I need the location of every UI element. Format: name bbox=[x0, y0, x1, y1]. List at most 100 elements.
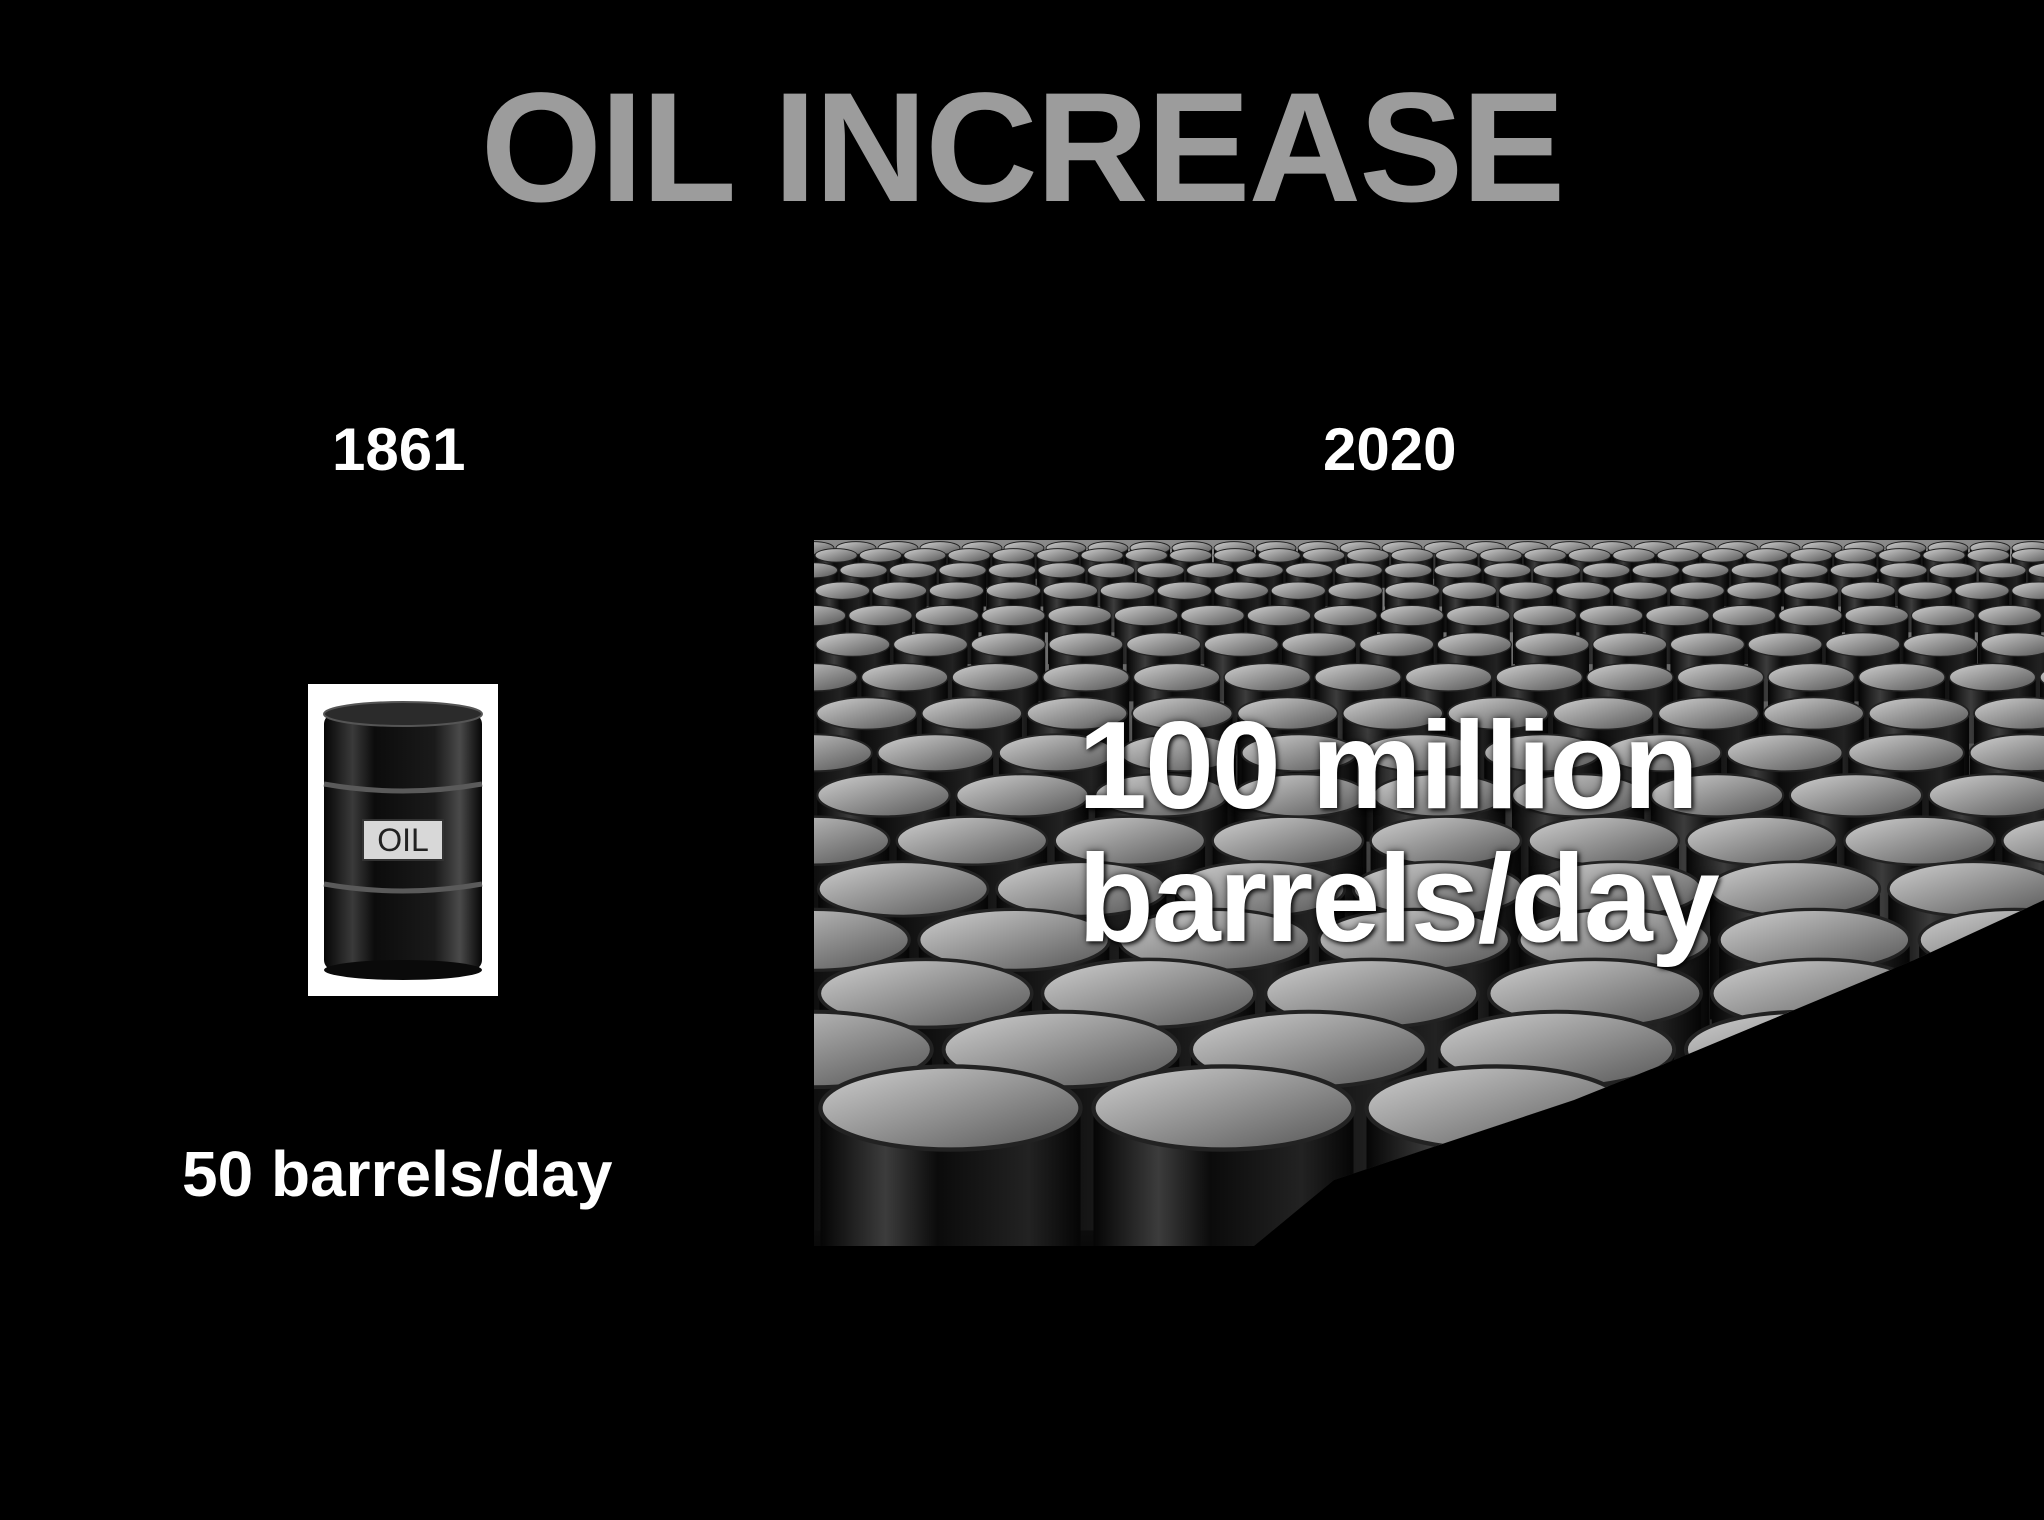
barrel-lid bbox=[1973, 696, 2044, 731]
rate-2020-line2: barrels/day bbox=[1078, 829, 1720, 968]
slide-title: OIL INCREASE bbox=[480, 61, 1566, 235]
barrel-lid bbox=[1649, 773, 1785, 818]
barrel-lid bbox=[892, 632, 969, 658]
barrel-lid bbox=[814, 548, 858, 563]
barrel-lid bbox=[1346, 548, 1390, 563]
barrel-lid bbox=[1897, 581, 1953, 600]
barrel-lid bbox=[987, 562, 1037, 579]
barrel-lid bbox=[1447, 696, 1549, 731]
barrel-lid bbox=[818, 1064, 1083, 1152]
barrel-lid bbox=[1676, 662, 1765, 692]
barrel-lid bbox=[928, 581, 985, 600]
barrel-side bbox=[1919, 939, 2044, 1087]
barrel-lid bbox=[1235, 562, 1284, 579]
barrel-lid bbox=[1645, 604, 1710, 627]
barrel-side bbox=[1639, 1108, 1900, 1246]
barrel-lid bbox=[1434, 548, 1479, 563]
barrel-lid bbox=[814, 815, 891, 867]
barrel-lid bbox=[1767, 662, 1856, 692]
barrel-lid bbox=[816, 773, 951, 818]
barrel-lid bbox=[815, 632, 891, 658]
barrel-lid bbox=[1240, 733, 1359, 773]
barrel-lid bbox=[1136, 562, 1185, 579]
barrel-lid bbox=[1037, 562, 1086, 579]
barrel-lid bbox=[876, 733, 995, 773]
barrel-lid bbox=[1747, 632, 1823, 658]
oil-barrel-icon: OIL bbox=[323, 701, 483, 980]
rate-2020-line1: 100 million bbox=[1078, 697, 1699, 835]
barrel-lid bbox=[1361, 733, 1480, 773]
barrel-lid bbox=[951, 662, 1040, 692]
barrel-lid bbox=[1384, 581, 1440, 600]
barrel-lid bbox=[814, 604, 847, 627]
single-oil-barrel-image: OIL bbox=[308, 684, 498, 996]
barrel-lid bbox=[981, 604, 1046, 627]
barrel-lid bbox=[1631, 562, 1680, 579]
barrel-lid bbox=[985, 581, 1042, 600]
barrel-lid bbox=[1700, 548, 1745, 563]
barrel-lid bbox=[1483, 733, 1601, 773]
barrel-lid bbox=[1567, 548, 1612, 563]
barrel-lid bbox=[1928, 562, 1977, 579]
barrel-lid bbox=[1384, 562, 1433, 579]
barrel-lid bbox=[814, 662, 858, 692]
barrel-lid bbox=[1514, 632, 1590, 658]
barrel-lid bbox=[1341, 696, 1444, 731]
barrel-lid bbox=[1840, 581, 1896, 600]
barrel-lid bbox=[895, 815, 1049, 867]
barrel-lid bbox=[1726, 733, 1844, 773]
barrel-lid bbox=[1483, 562, 1532, 579]
barrel-lid bbox=[1612, 548, 1656, 563]
barrel-lid bbox=[2011, 548, 2044, 563]
barrel-lid bbox=[1498, 581, 1554, 600]
barrel-lid bbox=[1833, 548, 1877, 563]
barrel-lid bbox=[955, 773, 1090, 818]
barrel-lid bbox=[1555, 581, 1611, 600]
barrel-lid bbox=[1612, 581, 1668, 600]
barrel-lid bbox=[1446, 604, 1511, 627]
barrel-lid bbox=[1585, 662, 1674, 692]
barrel-lid bbox=[1778, 604, 1843, 627]
barrel-lid bbox=[1236, 696, 1339, 731]
barrel-lid bbox=[991, 548, 1036, 563]
barrel-lid bbox=[1156, 581, 1212, 600]
barrel-lid bbox=[888, 562, 938, 579]
barrel-lid bbox=[1948, 662, 2037, 692]
barrel-lid bbox=[1510, 773, 1646, 818]
barrel-lid bbox=[1910, 604, 1976, 627]
barrel-lid bbox=[1844, 604, 1909, 627]
barrel-lid bbox=[1390, 548, 1434, 563]
barrel-lid bbox=[1285, 562, 1334, 579]
barrel-lid bbox=[1436, 632, 1512, 658]
barrel-lid bbox=[970, 632, 1046, 658]
barrel-lid bbox=[1313, 604, 1378, 627]
barrel-lid bbox=[1683, 1009, 1924, 1090]
barrel-lid bbox=[1657, 696, 1760, 731]
barrel-lid bbox=[1669, 632, 1746, 658]
barrel-lid bbox=[1902, 632, 1979, 658]
barrel-lid bbox=[997, 733, 1116, 773]
barrel-lid bbox=[1825, 632, 1901, 658]
barrel-lid bbox=[1213, 548, 1257, 563]
barrel-lid bbox=[1954, 581, 2010, 600]
barrel-lid bbox=[1878, 548, 1922, 563]
barrel-lid bbox=[1223, 662, 1312, 692]
barrel-lid bbox=[1113, 604, 1179, 627]
barrel-lid bbox=[1977, 604, 2042, 627]
barrel-side bbox=[1933, 1049, 2044, 1231]
barrel-lid bbox=[1582, 562, 1631, 579]
barrel-lid bbox=[814, 581, 871, 600]
barrel-lid bbox=[1867, 696, 1970, 731]
barrel-side bbox=[1934, 993, 2044, 1157]
barrel-lid bbox=[1433, 562, 1482, 579]
barrel-lid bbox=[1730, 562, 1779, 579]
rate-2020-text: 100 million barrels/day bbox=[1078, 700, 1878, 965]
barrel-lid bbox=[1131, 696, 1234, 731]
barrel-lid bbox=[860, 662, 949, 692]
barrel-lid bbox=[1042, 662, 1130, 692]
barrel-lid bbox=[1762, 696, 1865, 731]
barrel-lid bbox=[1910, 1064, 2044, 1152]
barrel-lid bbox=[1213, 581, 1269, 600]
barrel-lid bbox=[1094, 773, 1229, 818]
barrel-lid bbox=[1669, 581, 1725, 600]
